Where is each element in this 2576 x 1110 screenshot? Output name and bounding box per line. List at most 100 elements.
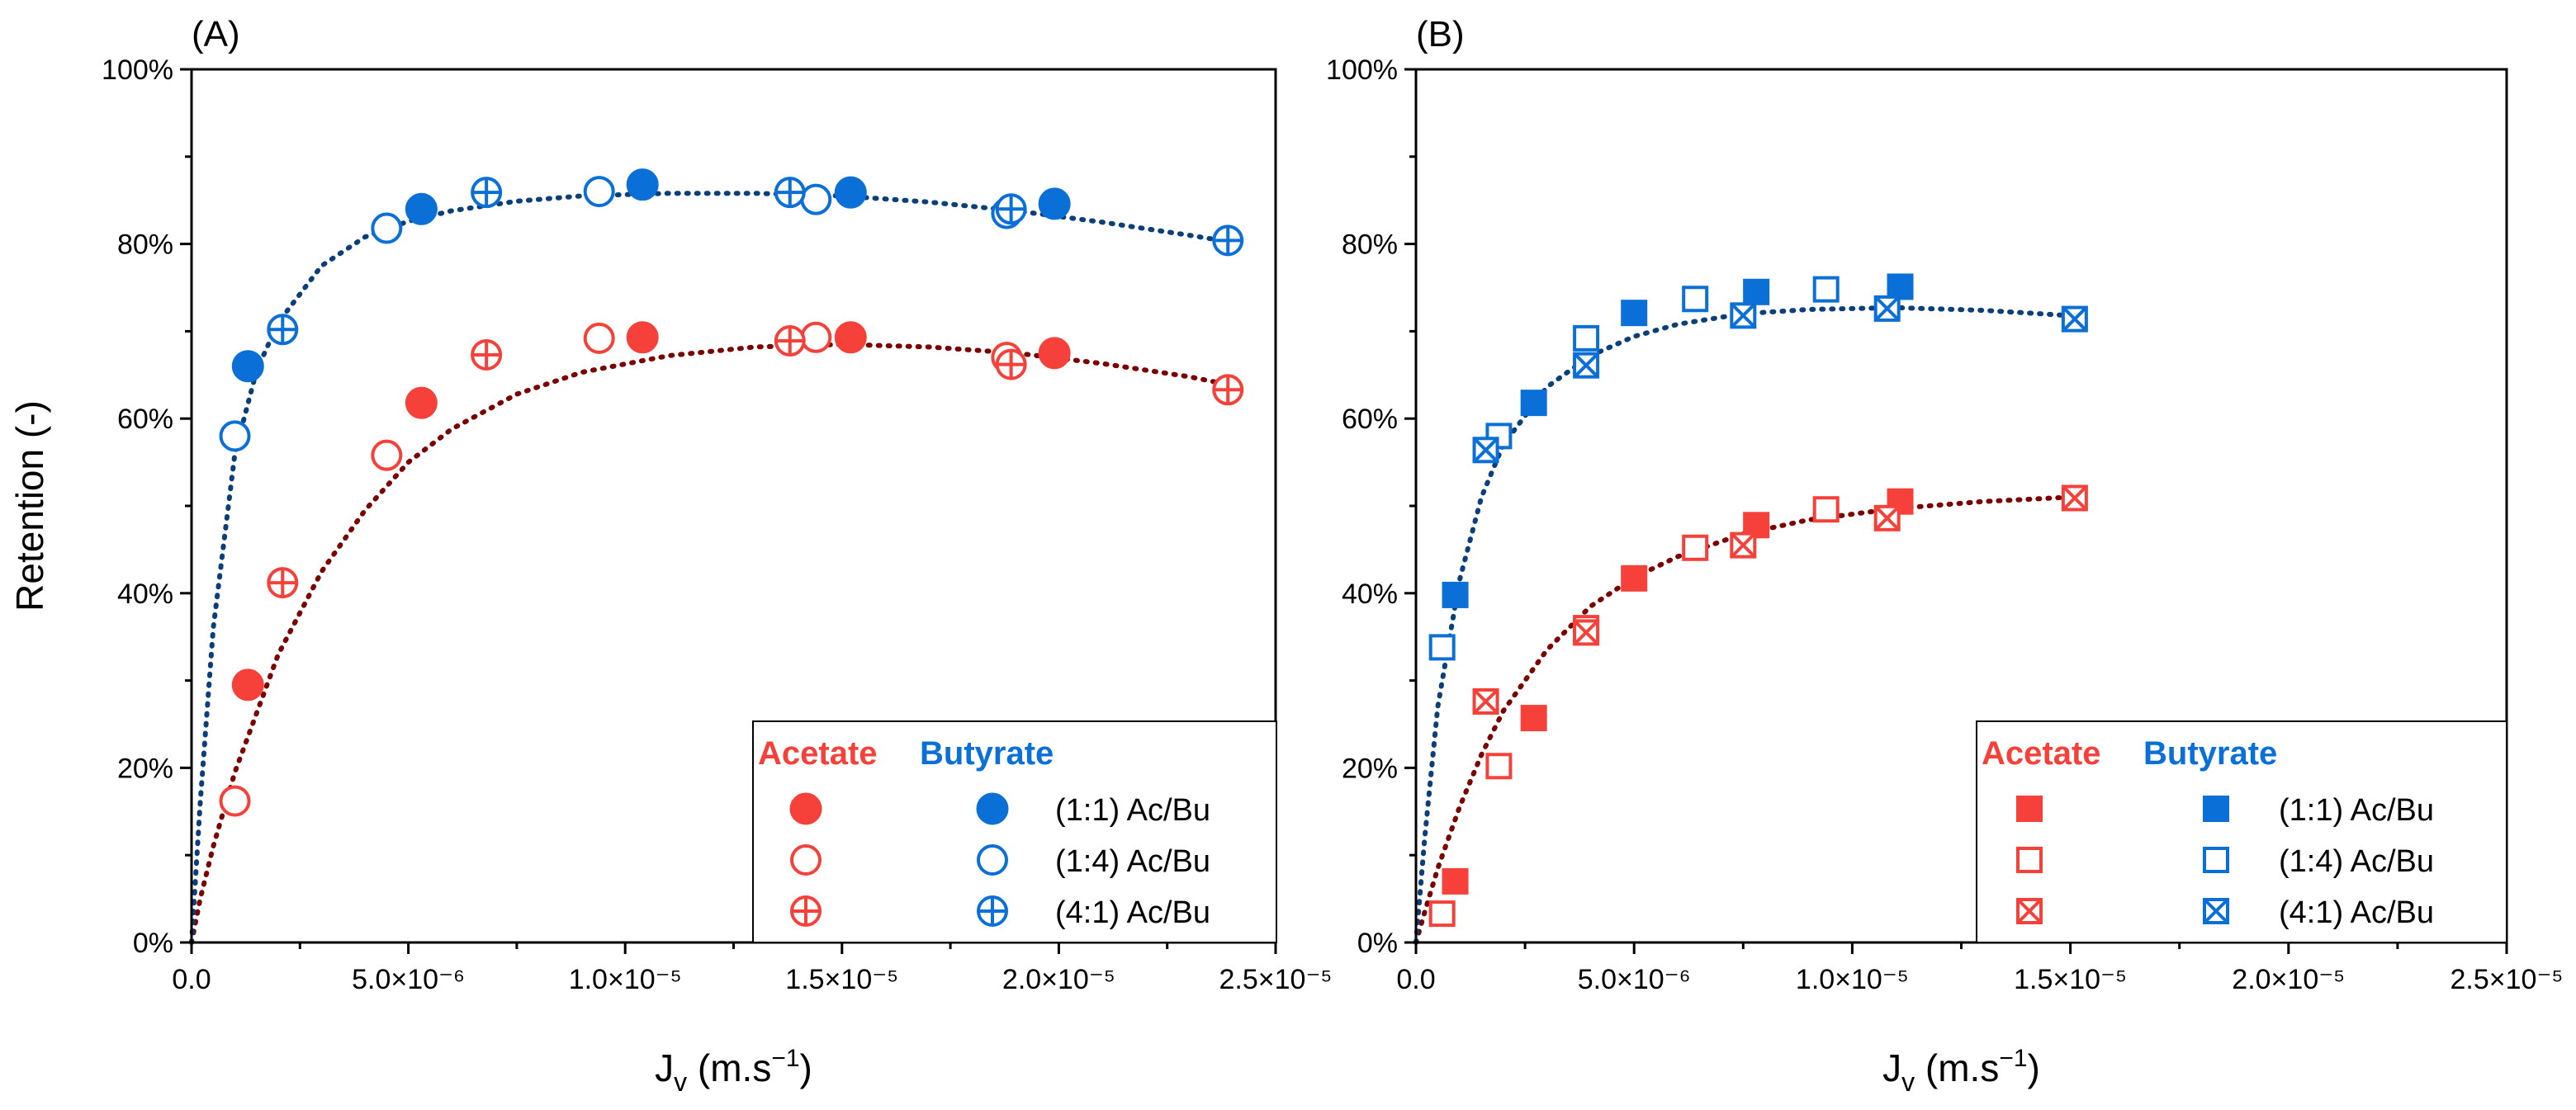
panel-label: (B)	[1416, 14, 1465, 54]
acetate-filled-point	[1520, 705, 1547, 732]
legend-label: (4:1) Ac/Bu	[1055, 895, 1210, 930]
acetate-cross-point	[2061, 484, 2088, 512]
legend-acetate-cross-marker	[2016, 898, 2043, 924]
butyrate-cross-point	[1573, 352, 1600, 379]
acetate-cross-point	[1873, 504, 1901, 531]
acetate-cross-point	[1212, 374, 1244, 406]
acetate-cross-point	[1573, 619, 1600, 646]
butyrate-filled-point	[1520, 390, 1547, 417]
y-tick-label: 100%	[102, 54, 173, 86]
butyrate-open-point	[1682, 286, 1709, 313]
panel-a: (A) 0% 20% 40% 60% 80% 100% 0.0 5.0×10⁻⁶ 1.0×10⁻⁵…	[8, 14, 1332, 1097]
x-tick-label: 0.0	[172, 964, 211, 995]
acetate-open-point	[583, 322, 615, 354]
legend-acetate-open-marker	[790, 844, 822, 876]
y-tick-label: 20%	[117, 753, 173, 784]
legend-box	[752, 720, 1277, 943]
y-tick-label: 0%	[133, 928, 173, 959]
legend-butyrate-filled-marker	[2203, 796, 2229, 822]
butyrate-cross-point	[1730, 302, 1757, 329]
butyrate-open-point	[1573, 324, 1600, 352]
panel-label: (A)	[192, 14, 240, 54]
acetate-open-point	[1812, 496, 1840, 523]
butyrate-filled-point	[1038, 187, 1071, 220]
legend-butyrate-open-marker	[2203, 847, 2229, 873]
butyrate-open-point	[800, 183, 832, 215]
acetate-filled-point	[1442, 867, 1469, 895]
legend-acetate-filled-marker	[789, 792, 822, 825]
butyrate-cross-point	[1873, 295, 1901, 322]
acetate-open-point	[219, 785, 251, 817]
acetate-cross-point	[1730, 531, 1757, 559]
butyrate-open-point	[1812, 276, 1840, 303]
x-tick-label: 1.5×10⁻⁵	[2014, 964, 2127, 995]
y-tick-label: 80%	[1342, 229, 1398, 261]
acetate-cross-point	[267, 567, 299, 599]
acetate-cross-point	[774, 325, 806, 357]
legend-head-acetate: Acetate	[758, 735, 878, 772]
legend-head-butyrate: Butyrate	[920, 735, 1054, 772]
legend-label: (1:4) Ac/Bu	[1055, 844, 1210, 879]
butyrate-filled-point	[834, 176, 867, 209]
acetate-open-point	[1428, 900, 1456, 928]
acetate-open-point	[1485, 753, 1513, 780]
legend-label: (4:1) Ac/Bu	[2279, 895, 2434, 930]
y-tick-label: 20%	[1342, 753, 1398, 784]
acetate-filled-point	[1038, 337, 1071, 370]
butyrate-open-point	[219, 420, 251, 452]
butyrate-cross-point	[774, 177, 806, 209]
legend-butyrate-cross-marker	[977, 895, 1008, 927]
x-tick-label: 1.0×10⁻⁵	[1796, 964, 1909, 995]
butyrate-cross-point	[267, 314, 299, 346]
butyrate-filled-point	[231, 350, 264, 383]
acetate-cross-point	[995, 348, 1027, 380]
y-tick-label: 40%	[1342, 579, 1398, 610]
legend: Acetate Butyrate(1:1) Ac/Bu (1:4) Ac/Bu (4:…	[752, 720, 1277, 943]
x-tick-label: 1.0×10⁻⁵	[569, 964, 682, 995]
x-tick-label: 5.0×10⁻⁶	[1578, 964, 1691, 995]
butyrate-cross-point	[1212, 224, 1244, 257]
butyrate-fit-curve	[1413, 305, 2073, 945]
legend-acetate-filled-marker	[2016, 796, 2043, 822]
acetate-open-point	[371, 439, 403, 471]
x-axis-label: Jv (m.s−1)	[1882, 1045, 2040, 1097]
x-tick-label: 2.0×10⁻⁵	[2232, 964, 2345, 995]
panel-b: (B) 0% 20% 40% 60% 80% 100% 0.0 5.0×10⁻⁶ 1.0×10⁻⁵…	[1326, 14, 2563, 1097]
y-tick-label: 40%	[117, 579, 173, 610]
x-tick-label: 1.5×10⁻⁵	[785, 964, 898, 995]
x-tick-label: 2.5×10⁻⁵	[2451, 964, 2564, 995]
x-axis-label: Jv (m.s−1)	[655, 1045, 812, 1097]
legend-label: (1:4) Ac/Bu	[2279, 844, 2434, 879]
y-axis-label: Retention (-)	[8, 400, 51, 612]
y-tick-label: 0%	[1357, 928, 1398, 959]
acetate-open-point	[1682, 534, 1709, 561]
y-tick-label: 60%	[1342, 404, 1398, 435]
x-tick-label: 5.0×10⁻⁶	[352, 964, 465, 995]
butyrate-cross-point	[1472, 437, 1499, 464]
legend-acetate-open-marker	[2016, 847, 2043, 873]
butyrate-cross-point	[471, 177, 503, 209]
legend-label: (1:1) Ac/Bu	[1055, 793, 1210, 828]
y-tick-label: 80%	[117, 229, 173, 261]
butyrate-filled-point	[1743, 278, 1770, 305]
legend-head-acetate: Acetate	[1982, 735, 2101, 772]
legend-butyrate-cross-marker	[2203, 898, 2229, 924]
legend: Acetate Butyrate(1:1) Ac/Bu (1:4) Ac/Bu (4:…	[1976, 720, 2507, 943]
legend-butyrate-open-marker	[977, 844, 1008, 876]
butyrate-filled-point	[626, 168, 659, 201]
butyrate-filled-point	[405, 192, 438, 225]
butyrate-open-point	[583, 176, 615, 208]
legend-acetate-cross-marker	[790, 895, 822, 927]
acetate-filled-point	[405, 386, 438, 419]
acetate-filled-point	[626, 321, 659, 354]
butyrate-open-point	[1428, 634, 1456, 661]
acetate-fit-curve	[1413, 494, 2073, 945]
butyrate-filled-point	[1621, 300, 1648, 327]
y-tick-label: 60%	[117, 404, 173, 435]
legend-head-butyrate: Butyrate	[2143, 735, 2277, 772]
legend-butyrate-filled-marker	[976, 792, 1009, 825]
x-tick-label: 0.0	[1396, 964, 1435, 995]
x-tick-label: 2.0×10⁻⁵	[1002, 964, 1115, 995]
butyrate-open-point	[371, 212, 403, 244]
